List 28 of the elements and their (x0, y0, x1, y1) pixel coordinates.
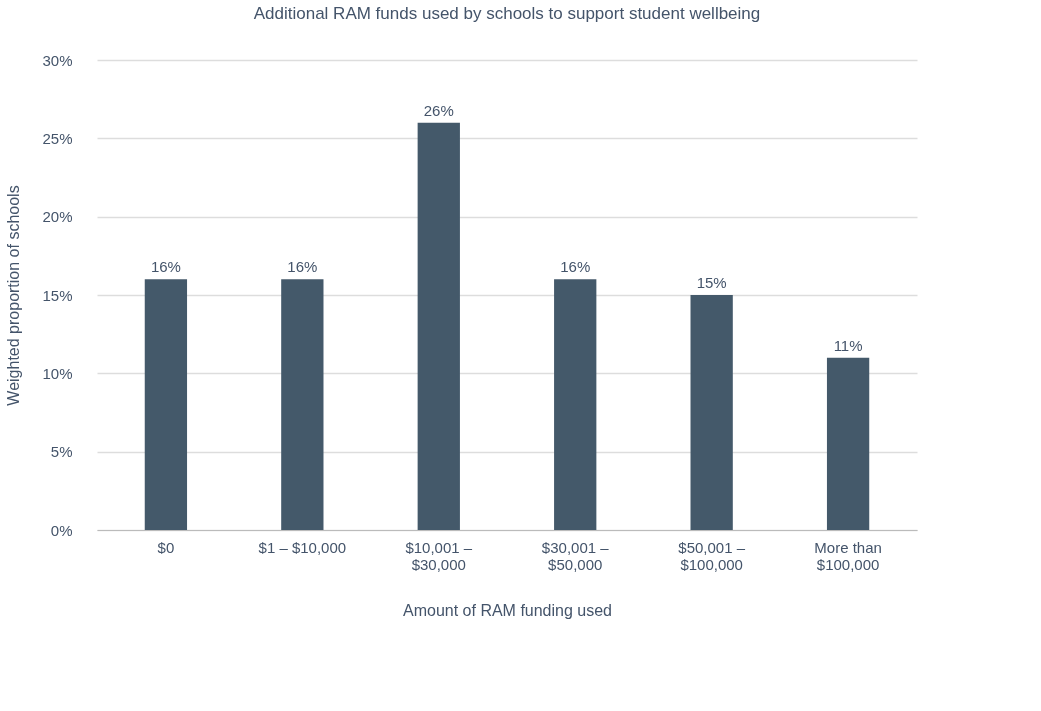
data-label: 16% (560, 258, 591, 276)
x-tick-label: $0 (157, 538, 175, 556)
y-tick-label: 10% (42, 364, 73, 382)
x-axis-title: Amount of RAM funding used (402, 601, 613, 619)
y-tick-label: 30% (42, 51, 73, 69)
x-tick-label: $10,001 – $30,000 (405, 538, 473, 573)
x-tick-label: $50,001 – $100,000 (678, 538, 746, 573)
data-label: 26% (423, 101, 454, 119)
data-label: 15% (696, 274, 727, 291)
bar (554, 279, 597, 530)
y-tick-label: 0% (50, 521, 73, 539)
y-tick-label: 25% (42, 129, 73, 147)
x-tick-label: $1 – $10,000 (258, 538, 347, 556)
y-tick-label: 5% (50, 443, 73, 461)
bar (826, 357, 870, 530)
data-label: 16% (287, 258, 318, 276)
y-axis-title: Weighted proportion of schools (5, 185, 23, 406)
y-tick-label: 20% (42, 208, 73, 226)
data-label: 16% (150, 258, 181, 276)
x-tick-label: $30,001 – $50,000 (541, 538, 610, 573)
bar (690, 295, 733, 530)
chart-title: Additional RAM funds used by schools to support student wellbeing (253, 4, 761, 23)
x-tick-label: More than $100,000 (814, 538, 882, 573)
bar (144, 279, 188, 530)
bar (281, 279, 324, 530)
data-label: 11% (833, 336, 863, 354)
y-tick-label: 15% (42, 286, 73, 304)
bar (417, 122, 460, 530)
